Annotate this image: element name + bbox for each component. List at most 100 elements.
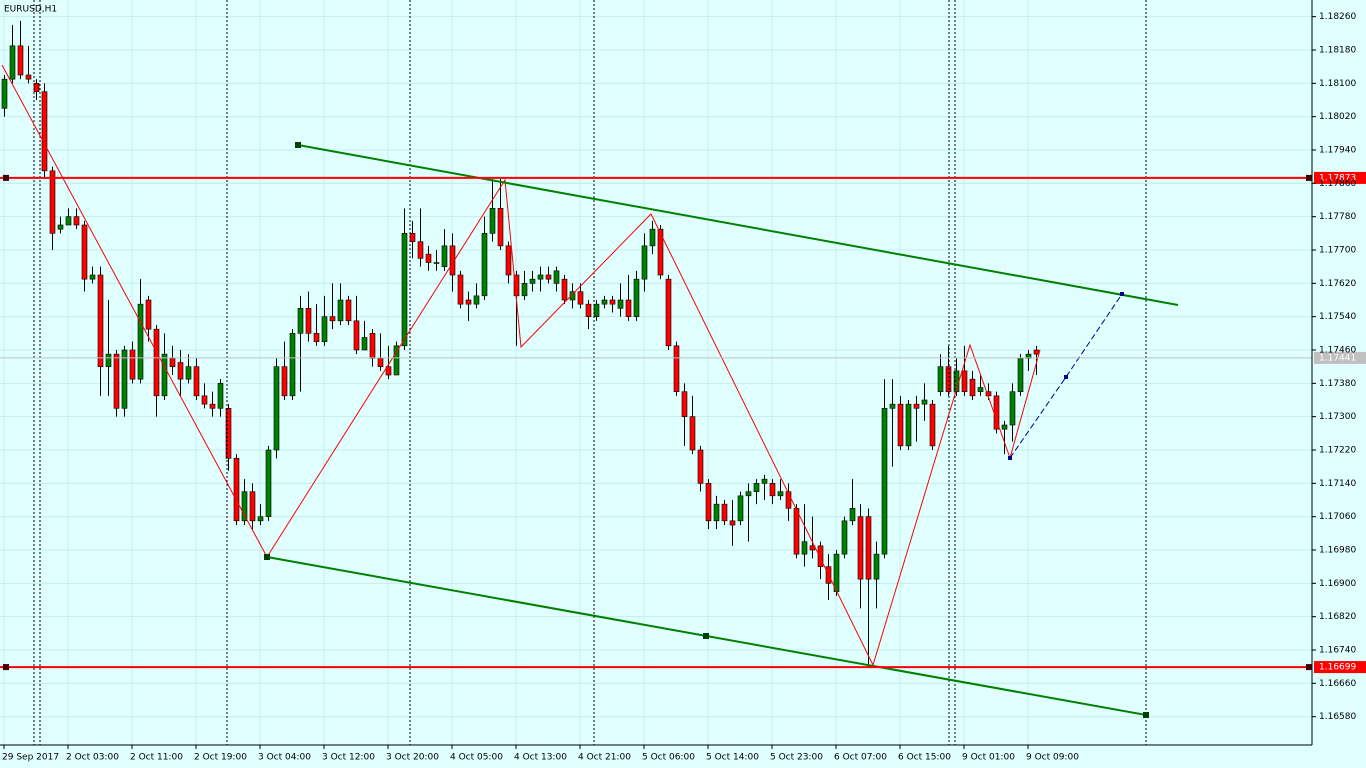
candle-body bbox=[257, 516, 264, 522]
chart-title: EURUSD,H1 bbox=[4, 5, 57, 15]
candle-body bbox=[137, 303, 144, 380]
x-tick-label: 29 Sep 2017 bbox=[2, 753, 59, 763]
candle-body bbox=[833, 553, 840, 592]
y-tick-label: 1.17620 bbox=[1319, 279, 1356, 289]
candle-body bbox=[49, 170, 56, 234]
x-tick-label: 2 Oct 19:00 bbox=[194, 753, 247, 763]
y-tick-label: 1.17780 bbox=[1319, 212, 1356, 222]
candle-body bbox=[841, 520, 848, 555]
candle-body bbox=[321, 316, 328, 342]
candle-body bbox=[25, 74, 32, 80]
candle-body bbox=[1009, 391, 1016, 426]
candle-body bbox=[241, 491, 248, 522]
candle-body bbox=[209, 403, 216, 409]
chart-objects bbox=[1, 0, 1179, 745]
candle-body bbox=[481, 233, 488, 297]
candle-body bbox=[105, 353, 112, 367]
anchor-point bbox=[295, 142, 301, 148]
candle-body bbox=[649, 228, 656, 247]
x-tick-label: 5 Oct 14:00 bbox=[706, 753, 759, 763]
candle-body bbox=[801, 541, 808, 555]
candle-body bbox=[9, 45, 16, 80]
y-tick-label: 1.18020 bbox=[1319, 112, 1356, 122]
candle-body bbox=[505, 245, 512, 276]
candle-body bbox=[217, 383, 224, 409]
candle-body bbox=[281, 366, 288, 397]
level-handle bbox=[3, 664, 9, 671]
candle-body bbox=[129, 349, 136, 380]
candle-body bbox=[33, 83, 40, 92]
x-tick-label: 3 Oct 20:00 bbox=[386, 753, 439, 763]
y-tick-label: 1.16980 bbox=[1319, 546, 1356, 556]
candle-body bbox=[969, 378, 976, 397]
candle-body bbox=[161, 353, 168, 397]
candle-body bbox=[417, 241, 424, 259]
candle-body bbox=[449, 245, 456, 276]
y-tick-label: 1.18180 bbox=[1319, 46, 1356, 56]
candle-body bbox=[441, 245, 448, 267]
candle-body bbox=[929, 403, 936, 447]
candle-body bbox=[353, 320, 360, 351]
y-tick-label: 1.16740 bbox=[1319, 646, 1356, 656]
x-tick-label: 3 Oct 12:00 bbox=[322, 753, 375, 763]
candle-body bbox=[425, 253, 432, 263]
candle-body bbox=[121, 349, 128, 409]
x-tick-label: 6 Oct 15:00 bbox=[898, 753, 951, 763]
candle-body bbox=[297, 308, 304, 334]
price-label-box bbox=[1314, 351, 1366, 364]
candle-body bbox=[81, 224, 88, 280]
candle-body bbox=[385, 366, 392, 376]
candle-body bbox=[193, 366, 200, 397]
candle-body bbox=[393, 345, 400, 376]
x-tick-label: 6 Oct 07:00 bbox=[834, 753, 887, 763]
y-tick-label: 1.16660 bbox=[1319, 679, 1356, 689]
candle-body bbox=[305, 308, 312, 334]
x-tick-label: 2 Oct 03:00 bbox=[66, 753, 119, 763]
x-tick-label: 4 Oct 05:00 bbox=[450, 753, 503, 763]
candle-body bbox=[153, 328, 160, 397]
candle-body bbox=[657, 228, 664, 276]
candle-body bbox=[369, 333, 376, 359]
candle-body bbox=[849, 508, 856, 522]
candle-body bbox=[529, 278, 536, 284]
projection-line bbox=[1009, 293, 1123, 459]
y-tick-label: 1.17860 bbox=[1319, 179, 1356, 189]
candle-body bbox=[1017, 358, 1024, 392]
candle-body bbox=[913, 403, 920, 409]
x-tick-label: 4 Oct 13:00 bbox=[514, 753, 567, 763]
candle-body bbox=[465, 299, 472, 305]
candle-body bbox=[785, 491, 792, 509]
candle-body bbox=[921, 399, 928, 405]
candle-body bbox=[57, 224, 64, 230]
candle-body bbox=[489, 208, 496, 234]
candle-body bbox=[569, 291, 576, 301]
candle-body bbox=[577, 291, 584, 305]
candle-body bbox=[889, 403, 896, 409]
candle-body bbox=[737, 495, 744, 522]
y-tick-label: 1.18100 bbox=[1319, 79, 1356, 89]
candle-body bbox=[537, 274, 544, 280]
y-tick-label: 1.17540 bbox=[1319, 312, 1356, 322]
candle-body bbox=[497, 208, 504, 247]
candle-body bbox=[17, 45, 24, 76]
x-tick-label: 4 Oct 21:00 bbox=[578, 753, 631, 763]
candle-body bbox=[361, 337, 368, 351]
price-label-box bbox=[1314, 661, 1366, 674]
candle-body bbox=[233, 458, 240, 522]
candle-body bbox=[177, 362, 184, 380]
candle-body bbox=[113, 353, 120, 409]
x-tick-label: 5 Oct 23:00 bbox=[770, 753, 823, 763]
candle-body bbox=[665, 278, 672, 347]
candle-body bbox=[265, 449, 272, 517]
anchor-point bbox=[1064, 375, 1068, 379]
candle-body bbox=[729, 520, 736, 526]
anchor-point bbox=[264, 554, 270, 560]
candle-body bbox=[1033, 349, 1040, 355]
candle-body bbox=[521, 283, 528, 297]
candle-body bbox=[585, 303, 592, 317]
y-tick-label: 1.17220 bbox=[1319, 446, 1356, 456]
candle-body bbox=[865, 516, 872, 580]
x-tick-label: 9 Oct 09:00 bbox=[1026, 753, 1079, 763]
